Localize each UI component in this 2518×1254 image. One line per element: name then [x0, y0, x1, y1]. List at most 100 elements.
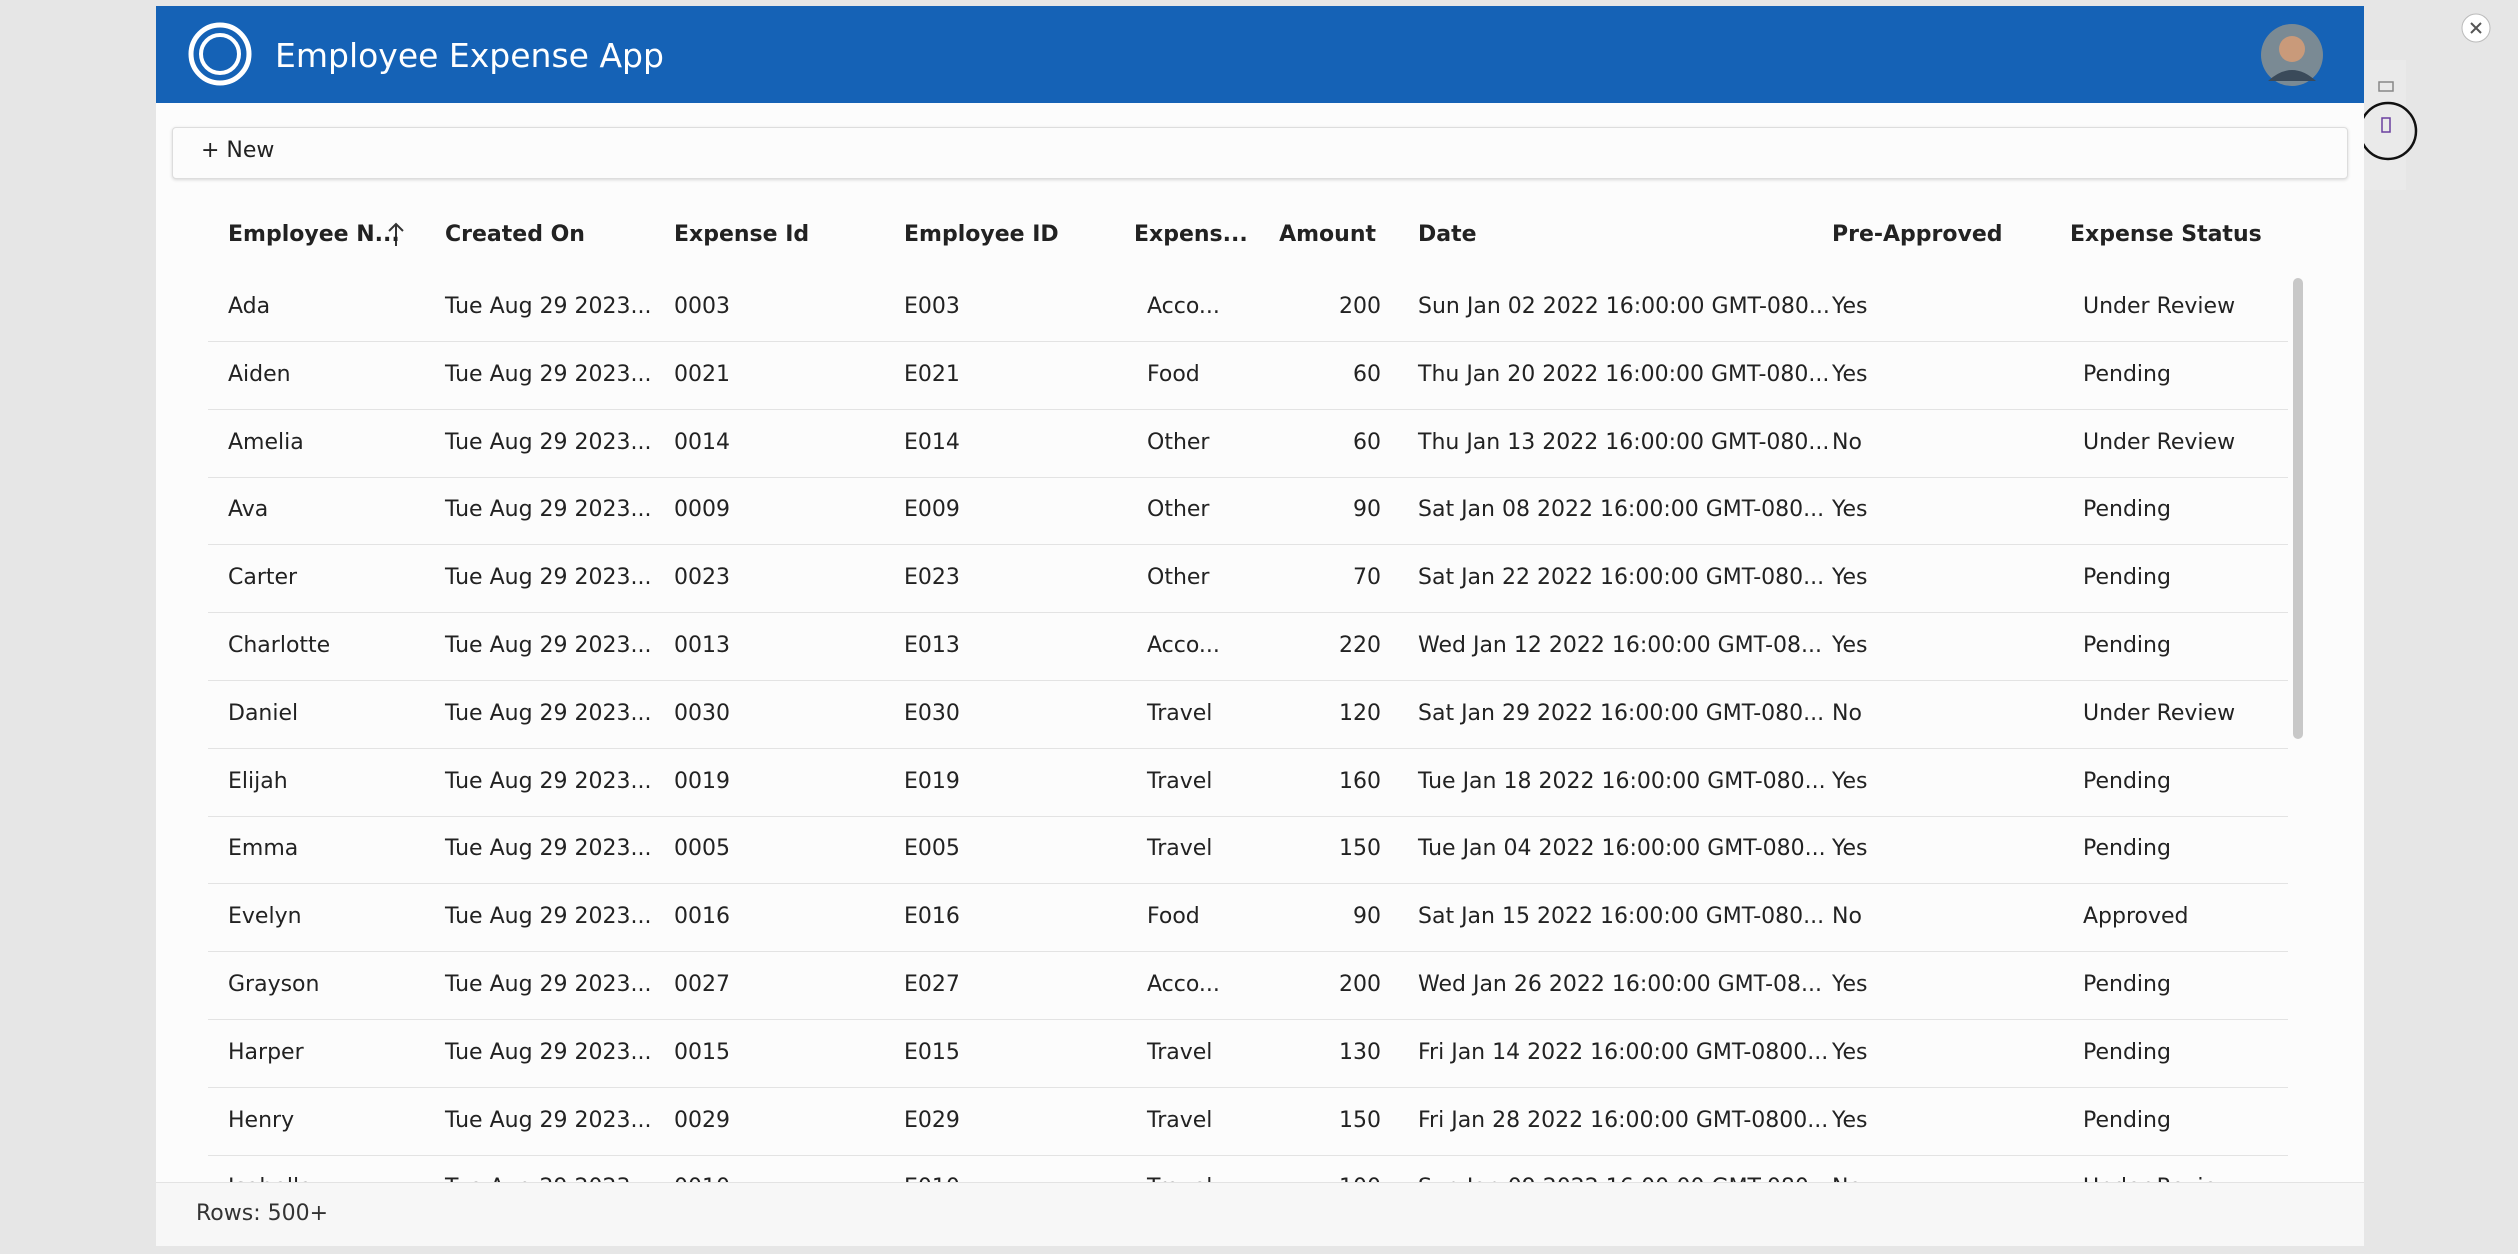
table-row[interactable]: Harper Tue Aug 29 2023... 0015 E015 Travel 13… [208, 1020, 2288, 1088]
table-cell: Thu Jan 13 2022 16:00:00 GMT-080... [1418, 429, 1830, 455]
column-header[interactable]: Expense Status [2070, 222, 2262, 247]
table-cell: Sat Jan 29 2022 16:00:00 GMT-080... [1418, 700, 1825, 726]
table-cell: Thu Jan 20 2022 16:00:00 GMT-080... [1418, 361, 1830, 387]
table-cell: Sat Jan 22 2022 16:00:00 GMT-080... [1418, 565, 1825, 591]
table-cell: Tue Aug 29 2023... [445, 429, 652, 455]
table-cell: E010 [904, 1175, 960, 1182]
table-cell: 130 [1339, 1039, 1381, 1065]
column-header[interactable]: Expens... [1134, 222, 1248, 247]
table-cell: Tue Aug 29 2023... [445, 768, 652, 794]
table-cell: Travel [1147, 768, 1213, 794]
table-cell: Under Review [2083, 1175, 2235, 1182]
table-cell: Grayson [228, 972, 320, 997]
table-cell: Food [1147, 361, 1200, 387]
table-cell: Pending [2083, 972, 2171, 997]
table-cell: Sat Jan 15 2022 16:00:00 GMT-080... [1418, 904, 1825, 930]
scrollbar-thumb[interactable] [2293, 278, 2303, 739]
table-cell: Harper [228, 1039, 304, 1065]
row-count: Rows: 500+ [196, 1201, 329, 1226]
column-header[interactable]: Employee ID [904, 222, 1059, 247]
table-cell: 0021 [674, 361, 730, 387]
table-row[interactable]: Henry Tue Aug 29 2023... 0029 E029 Travel 150… [208, 1088, 2288, 1156]
table-cell: E030 [904, 700, 960, 726]
tool-icon[interactable] [2381, 117, 2391, 133]
table-row[interactable]: Ada Tue Aug 29 2023... 0003 E003 Acco... 200 S… [208, 274, 2288, 342]
table-row[interactable]: Evelyn Tue Aug 29 2023... 0016 E016 Food 90 Sa… [208, 884, 2288, 953]
new-button[interactable]: + New [201, 138, 275, 163]
column-header[interactable]: Expense Id [674, 222, 810, 247]
table-cell: E005 [904, 836, 960, 862]
table-cell: E029 [904, 1107, 960, 1133]
app-logo [188, 22, 252, 86]
table-row[interactable]: Ava Tue Aug 29 2023... 0009 E009 Other 90 Sat … [208, 477, 2288, 546]
table-cell: Pending [2083, 565, 2171, 591]
table-cell: No [1832, 429, 1862, 455]
table-cell: 0023 [674, 565, 730, 591]
app-title: Employee Expense App [275, 36, 664, 75]
table-cell: 0009 [674, 497, 730, 523]
table-row[interactable]: Daniel Tue Aug 29 2023... 0030 E030 Travel 12… [208, 681, 2288, 749]
table-row[interactable]: Isabella Tue Aug 29 2023... 0010 E010 Travel… [208, 1155, 2288, 1182]
table-cell: Tue Aug 29 2023... [445, 904, 652, 930]
command-bar: + New [172, 127, 2348, 179]
table-cell: Yes [1832, 633, 1868, 658]
table-cell: 0027 [674, 972, 730, 997]
table-cell: Yes [1832, 497, 1868, 523]
table-cell: Approved [2083, 904, 2189, 930]
app-window: Employee Expense App + New Ada Tue Aug 29… [156, 6, 2364, 1246]
grid-footer: Rows: 500+ [156, 1182, 2364, 1246]
table-cell: Wed Jan 26 2022 16:00:00 GMT-08... [1418, 972, 1822, 997]
table-cell: Tue Aug 29 2023... [445, 497, 652, 523]
table-cell: Daniel [228, 700, 299, 726]
table-cell: Sat Jan 08 2022 16:00:00 GMT-080... [1418, 497, 1825, 523]
table-cell: Other [1147, 565, 1210, 591]
table-cell: 0030 [674, 700, 730, 726]
table-cell: 0016 [674, 904, 730, 930]
table-cell: 0019 [674, 768, 730, 794]
table-cell: E003 [904, 294, 960, 319]
table-cell: 90 [1353, 497, 1381, 523]
close-button[interactable] [2460, 12, 2492, 44]
table-row[interactable]: Carter Tue Aug 29 2023... 0023 E023 Other 70 S… [208, 545, 2288, 614]
column-header[interactable]: Amount [1279, 222, 1376, 247]
tool-icon[interactable] [2378, 81, 2394, 92]
table-cell: Pending [2083, 1107, 2171, 1133]
table-row[interactable]: Charlotte Tue Aug 29 2023... 0013 E013 Acco.… [208, 613, 2288, 681]
table-row[interactable]: Emma Tue Aug 29 2023... 0005 E005 Travel 150 T… [208, 816, 2288, 885]
table-cell: Isabella [228, 1175, 313, 1182]
grid-body: Ada Tue Aug 29 2023... 0003 E003 Acco... 200 S… [208, 271, 2364, 1182]
table-cell: Under Review [2083, 700, 2236, 726]
table-cell: Fri Jan 28 2022 16:00:00 GMT-0800... [1418, 1107, 1829, 1133]
table-cell: 0005 [674, 836, 730, 862]
table-cell: 60 [1353, 361, 1381, 387]
table-cell: Ada [228, 294, 271, 319]
table-cell: 0010 [674, 1175, 730, 1182]
table-cell: Travel [1147, 1175, 1212, 1182]
table-row[interactable]: Elijah Tue Aug 29 2023... 0019 E019 Travel 16… [208, 749, 2288, 817]
column-header[interactable]: Created On [445, 222, 585, 247]
table-cell: 0013 [674, 633, 730, 658]
side-toolbar [2364, 60, 2418, 190]
table-cell: Pending [2083, 633, 2171, 658]
table-cell: Sun Jan 09 2022 16:00:00 GMT-080... [1418, 1175, 1830, 1182]
user-avatar[interactable] [2260, 23, 2324, 87]
column-header[interactable]: Employee N... [228, 222, 400, 247]
table-cell: Tue Aug 29 2023... [445, 1175, 651, 1182]
table-cell: Elijah [228, 768, 288, 794]
table-cell: Amelia [228, 429, 304, 455]
table-row[interactable]: Aiden Tue Aug 29 2023... 0021 E021 Food 60 Thu… [208, 342, 2288, 410]
table-cell: Sun Jan 02 2022 16:00:00 GMT-080... [1418, 294, 1830, 319]
table-cell: E027 [904, 972, 960, 997]
table-cell: 200 [1339, 294, 1381, 319]
column-header[interactable]: Pre-Approved [1832, 222, 2003, 247]
table-cell: No [1832, 1175, 1862, 1182]
table-cell: Tue Aug 29 2023... [445, 700, 652, 726]
table-cell: Yes [1832, 1107, 1868, 1133]
table-cell: Yes [1832, 768, 1868, 794]
table-cell: 70 [1353, 565, 1381, 591]
table-cell: Pending [2083, 836, 2171, 862]
table-row[interactable]: Grayson Tue Aug 29 2023... 0027 E027 Acco...… [208, 952, 2288, 1020]
table-row[interactable]: Amelia Tue Aug 29 2023... 0014 E014 Other 60 T… [208, 410, 2288, 478]
column-header[interactable]: Date [1418, 222, 1477, 247]
sort-ascending-icon[interactable] [386, 220, 406, 248]
